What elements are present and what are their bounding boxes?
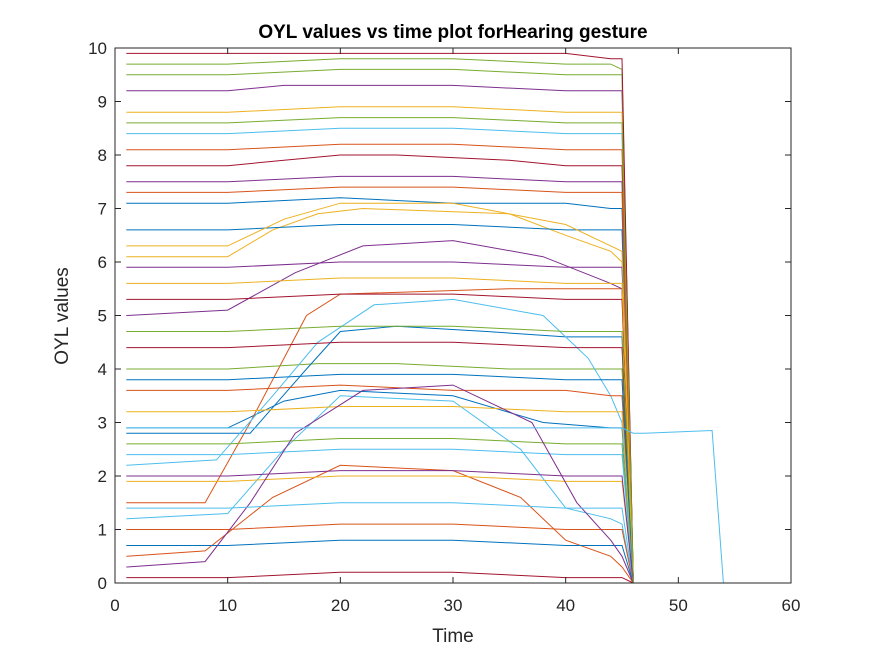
y-tick-label: 7 xyxy=(98,200,107,219)
series-line-35 xyxy=(126,52,634,584)
series-line-2 xyxy=(126,288,634,584)
series-line-10 xyxy=(126,106,634,584)
series-line-38 xyxy=(126,277,634,584)
series-line-6 xyxy=(126,395,634,584)
y-tick-label: 9 xyxy=(98,93,107,112)
y-tick-label: 1 xyxy=(98,521,107,540)
series-layer xyxy=(126,52,735,584)
series-line-36 xyxy=(126,373,634,584)
y-tick-label: 4 xyxy=(98,360,107,379)
series-line-3 xyxy=(126,207,634,584)
y-tick-label: 10 xyxy=(88,39,107,58)
series-line-26 xyxy=(126,68,634,584)
chart-title: OYL values vs time plot forHearing gestu… xyxy=(258,22,647,43)
series-line-13 xyxy=(126,298,634,584)
series-line-34 xyxy=(126,502,634,584)
series-line-21 xyxy=(126,341,634,584)
series-line-31 xyxy=(126,202,634,584)
series-line-28 xyxy=(126,293,634,584)
series-line-8 xyxy=(126,325,634,584)
y-tick-label: 8 xyxy=(98,146,107,165)
x-tick-label: 50 xyxy=(669,596,688,615)
series-line-20 xyxy=(126,127,634,584)
y-tick-label: 0 xyxy=(98,574,107,593)
series-line-19 xyxy=(126,438,634,584)
y-tick-label: 2 xyxy=(98,467,107,486)
series-line-18 xyxy=(126,261,634,584)
series-line-25 xyxy=(126,175,634,584)
plot-area xyxy=(115,48,791,583)
x-tick-label: 20 xyxy=(331,596,350,615)
y-tick-label: 5 xyxy=(98,307,107,326)
series-line-7 xyxy=(126,154,634,584)
series-line-11 xyxy=(126,240,634,584)
x-tick-label: 30 xyxy=(444,596,463,615)
x-axis-label: Time xyxy=(432,626,474,647)
series-line-27 xyxy=(126,448,634,584)
series-line-30 xyxy=(126,143,634,584)
series-line-37 xyxy=(126,186,634,584)
y-tick-label: 6 xyxy=(98,253,107,272)
x-tick-label: 60 xyxy=(782,596,801,615)
tick-layer: 0 10 20 30 40 50 60 0 1 2 3 4 5 6 7 8 9 10 xyxy=(88,39,800,615)
series-line-4 xyxy=(126,84,634,584)
series-line-23 xyxy=(126,523,634,584)
series-line-39 xyxy=(126,470,634,584)
series-line-17 xyxy=(126,475,634,584)
series-line-16 xyxy=(126,384,634,584)
x-tick-label: 10 xyxy=(218,596,237,615)
series-line-15 xyxy=(126,197,634,584)
series-line-32 xyxy=(126,384,634,584)
axes-box xyxy=(114,47,792,584)
series-line-41 xyxy=(126,427,735,584)
series-line-22 xyxy=(126,224,634,584)
series-line-24 xyxy=(126,406,634,584)
y-axis-label: OYL values xyxy=(52,267,73,365)
series-line-9 xyxy=(126,464,634,584)
series-line-33 xyxy=(126,325,634,584)
series-line-29 xyxy=(126,539,634,584)
series-line-40 xyxy=(126,117,634,584)
x-tick-label: 40 xyxy=(556,596,575,615)
series-line-12 xyxy=(126,58,634,584)
y-tick-label: 3 xyxy=(98,414,107,433)
x-tick-label: 0 xyxy=(110,596,119,615)
series-line-5 xyxy=(126,363,634,584)
